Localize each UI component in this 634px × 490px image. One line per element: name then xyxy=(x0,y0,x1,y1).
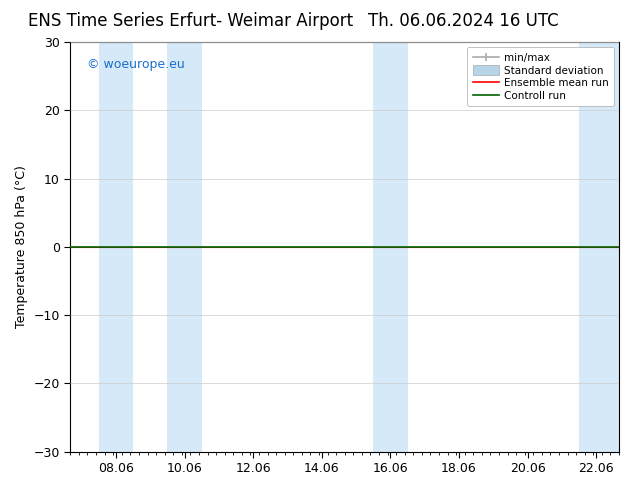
Text: Th. 06.06.2024 16 UTC: Th. 06.06.2024 16 UTC xyxy=(368,12,558,30)
Text: ENS Time Series Erfurt- Weimar Airport: ENS Time Series Erfurt- Weimar Airport xyxy=(28,12,353,30)
Bar xyxy=(167,42,202,452)
Bar xyxy=(99,42,133,452)
Text: © woeurope.eu: © woeurope.eu xyxy=(87,58,184,72)
Legend: min/max, Standard deviation, Ensemble mean run, Controll run: min/max, Standard deviation, Ensemble me… xyxy=(467,47,614,106)
Y-axis label: Temperature 850 hPa (°C): Temperature 850 hPa (°C) xyxy=(15,166,28,328)
Bar xyxy=(579,42,619,452)
Bar xyxy=(373,42,408,452)
